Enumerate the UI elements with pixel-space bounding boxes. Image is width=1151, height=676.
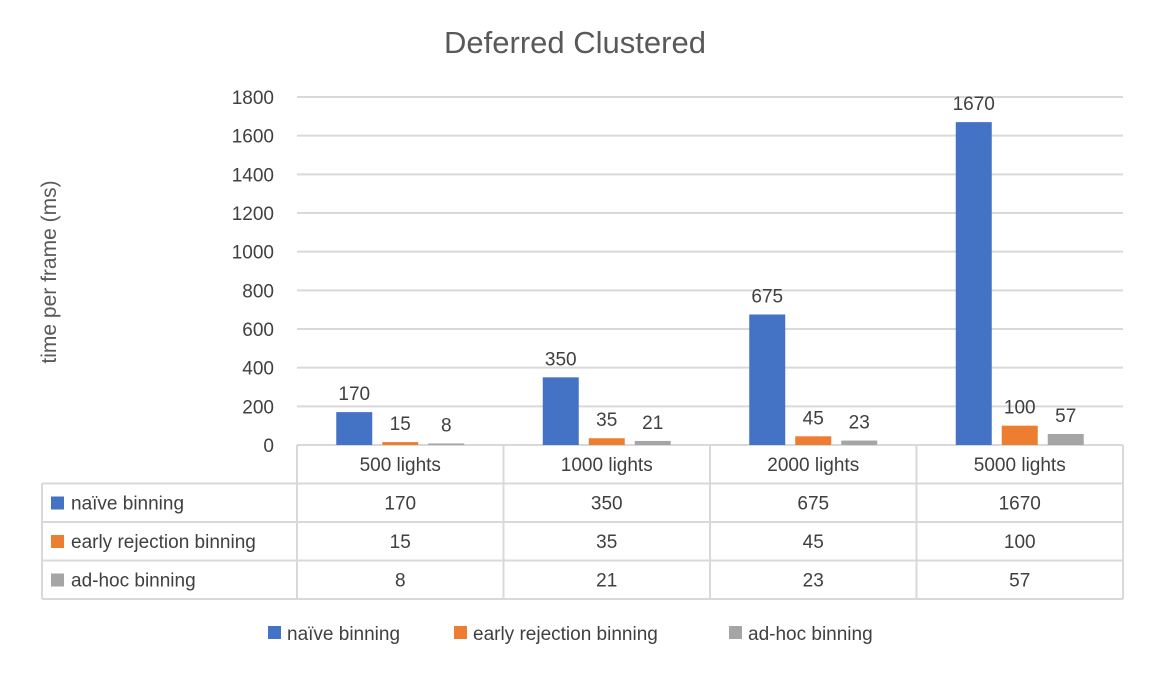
bar — [749, 314, 786, 445]
table-cell: 35 — [596, 532, 617, 553]
data-labels: 170 350 675 1670 15 35 45 100 8 21 23 57 — [338, 94, 1076, 436]
bar — [428, 443, 465, 445]
table-cell: 350 — [591, 494, 623, 515]
data-label: 350 — [545, 349, 577, 370]
data-table: 500 lights 1000 lights 2000 lights 5000 lig… — [41, 445, 1124, 600]
table-cell: 15 — [390, 532, 411, 553]
data-label: 675 — [751, 287, 783, 308]
legend-label: ad-hoc binning — [748, 624, 873, 645]
legend-swatch — [268, 626, 281, 639]
gridlines — [297, 96, 1123, 446]
chart-title: Deferred Clustered — [444, 25, 706, 60]
data-label: 57 — [1055, 406, 1076, 427]
y-tick-label: 600 — [242, 320, 274, 341]
data-label: 35 — [596, 410, 617, 431]
table-series-label: naïve binning — [71, 494, 184, 515]
bar — [841, 440, 878, 445]
table-cell: 100 — [1004, 532, 1036, 553]
data-label: 23 — [849, 413, 870, 434]
y-tick-label: 1200 — [232, 204, 274, 225]
table-cell: 23 — [803, 571, 824, 592]
y-tick-label: 800 — [242, 281, 274, 302]
legend-swatch — [729, 626, 742, 639]
bar — [382, 442, 419, 445]
bar — [955, 122, 992, 445]
table-category-label: 500 lights — [360, 455, 441, 476]
data-label: 21 — [642, 413, 663, 434]
table-cell: 675 — [797, 494, 829, 515]
bar — [795, 436, 832, 445]
table-category-label: 5000 lights — [974, 455, 1066, 476]
table-cell: 8 — [395, 571, 406, 592]
data-label: 45 — [803, 408, 824, 429]
data-label: 100 — [1004, 398, 1036, 419]
bar — [588, 438, 625, 445]
y-tick-label: 1800 — [232, 88, 274, 109]
table-category-label: 2000 lights — [767, 455, 859, 476]
y-tick-label: 1400 — [232, 165, 274, 186]
table-cell: 21 — [596, 571, 617, 592]
y-tick-label: 1000 — [232, 243, 274, 264]
bar — [1001, 425, 1038, 445]
y-tick-label: 1600 — [232, 127, 274, 148]
bar — [542, 377, 579, 445]
bar — [336, 412, 373, 445]
table-legend-key — [51, 573, 64, 587]
legend-label: early rejection binning — [473, 624, 658, 645]
legend-swatch — [454, 626, 467, 639]
table-cell: 45 — [803, 532, 824, 553]
legend-label: naïve binning — [287, 624, 400, 645]
table-cell: 170 — [384, 494, 416, 515]
y-tick-label: 0 — [263, 436, 274, 457]
table-cell: 57 — [1009, 571, 1030, 592]
bar — [634, 440, 671, 445]
table-category-label: 1000 lights — [561, 455, 653, 476]
data-label: 1670 — [953, 94, 995, 115]
table-legend-key — [51, 535, 64, 548]
y-axis-label: time per frame (ms) — [38, 180, 61, 363]
data-label: 8 — [441, 415, 452, 436]
y-tick-label: 200 — [242, 397, 274, 418]
table-series-label: ad-hoc binning — [71, 571, 196, 592]
table-cell: 1670 — [999, 494, 1041, 515]
table-legend-key — [51, 496, 64, 510]
bars — [336, 122, 1084, 445]
y-axis-ticks: 0 200 400 600 800 1000 1200 1400 1600 1800 — [232, 88, 274, 457]
data-label: 170 — [338, 384, 370, 405]
bar — [1047, 433, 1084, 445]
table-series-label: early rejection binning — [71, 532, 256, 553]
data-label: 15 — [390, 414, 411, 435]
y-tick-label: 400 — [242, 359, 274, 380]
legend: naïve binning early rejection binning ad-h… — [268, 624, 873, 645]
